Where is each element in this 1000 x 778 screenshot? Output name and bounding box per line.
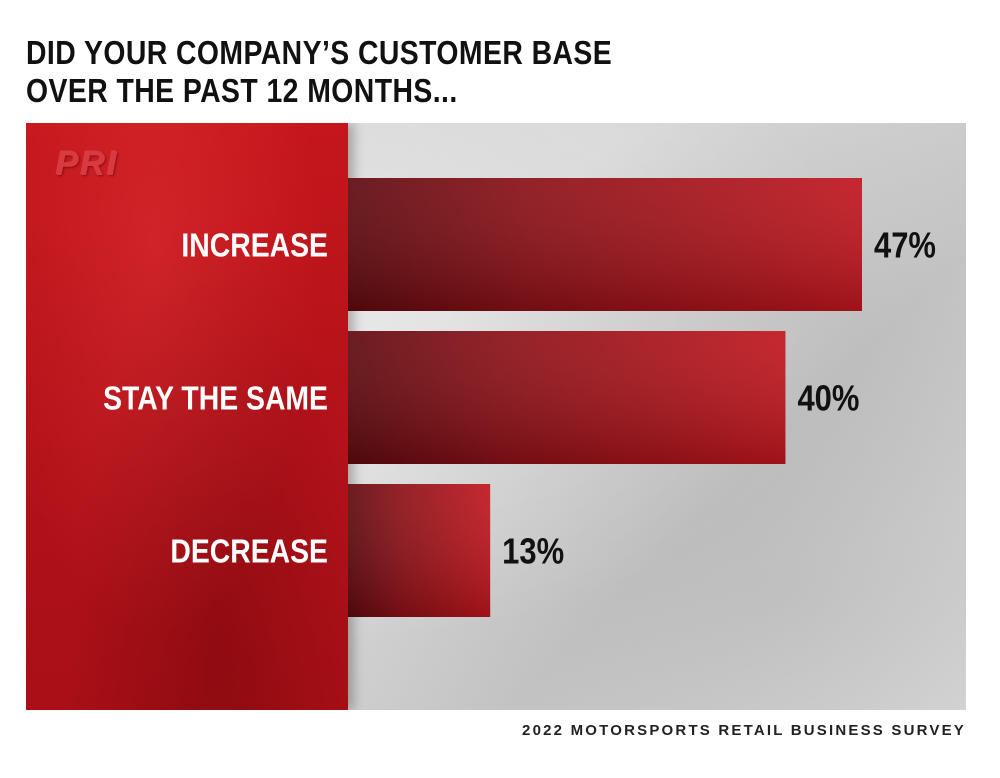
category-label: STAY THE SAME bbox=[103, 379, 328, 417]
source-note: 2022 MOTORSPORTS RETAIL BUSINESS SURVEY bbox=[522, 722, 966, 739]
bar-chart: INCREASE 47% STAY THE SAME 40% DECREASE 13% bbox=[103, 178, 936, 617]
chart-title-line-1: DID YOUR COMPANY’S CUSTOMER BASE bbox=[26, 34, 613, 71]
pri-logo: PRI bbox=[56, 145, 119, 183]
chart-title: DID YOUR COMPANY’S CUSTOMER BASE OVER TH… bbox=[26, 34, 800, 110]
bar-shade bbox=[348, 331, 786, 464]
category-label: INCREASE bbox=[181, 226, 328, 264]
value-label: 40% bbox=[797, 379, 859, 419]
value-label: 47% bbox=[874, 226, 936, 266]
bar-shade bbox=[348, 484, 491, 617]
value-label: 13% bbox=[502, 532, 564, 572]
chart-panel: PRI INCREASE 47% STAY THE SAME 40% DECREASE 1… bbox=[26, 123, 966, 710]
category-label: DECREASE bbox=[170, 532, 328, 570]
bar-shade bbox=[348, 178, 862, 311]
chart-title-line-2: OVER THE PAST 12 MONTHS... bbox=[26, 72, 458, 109]
red-label-band bbox=[26, 123, 348, 710]
